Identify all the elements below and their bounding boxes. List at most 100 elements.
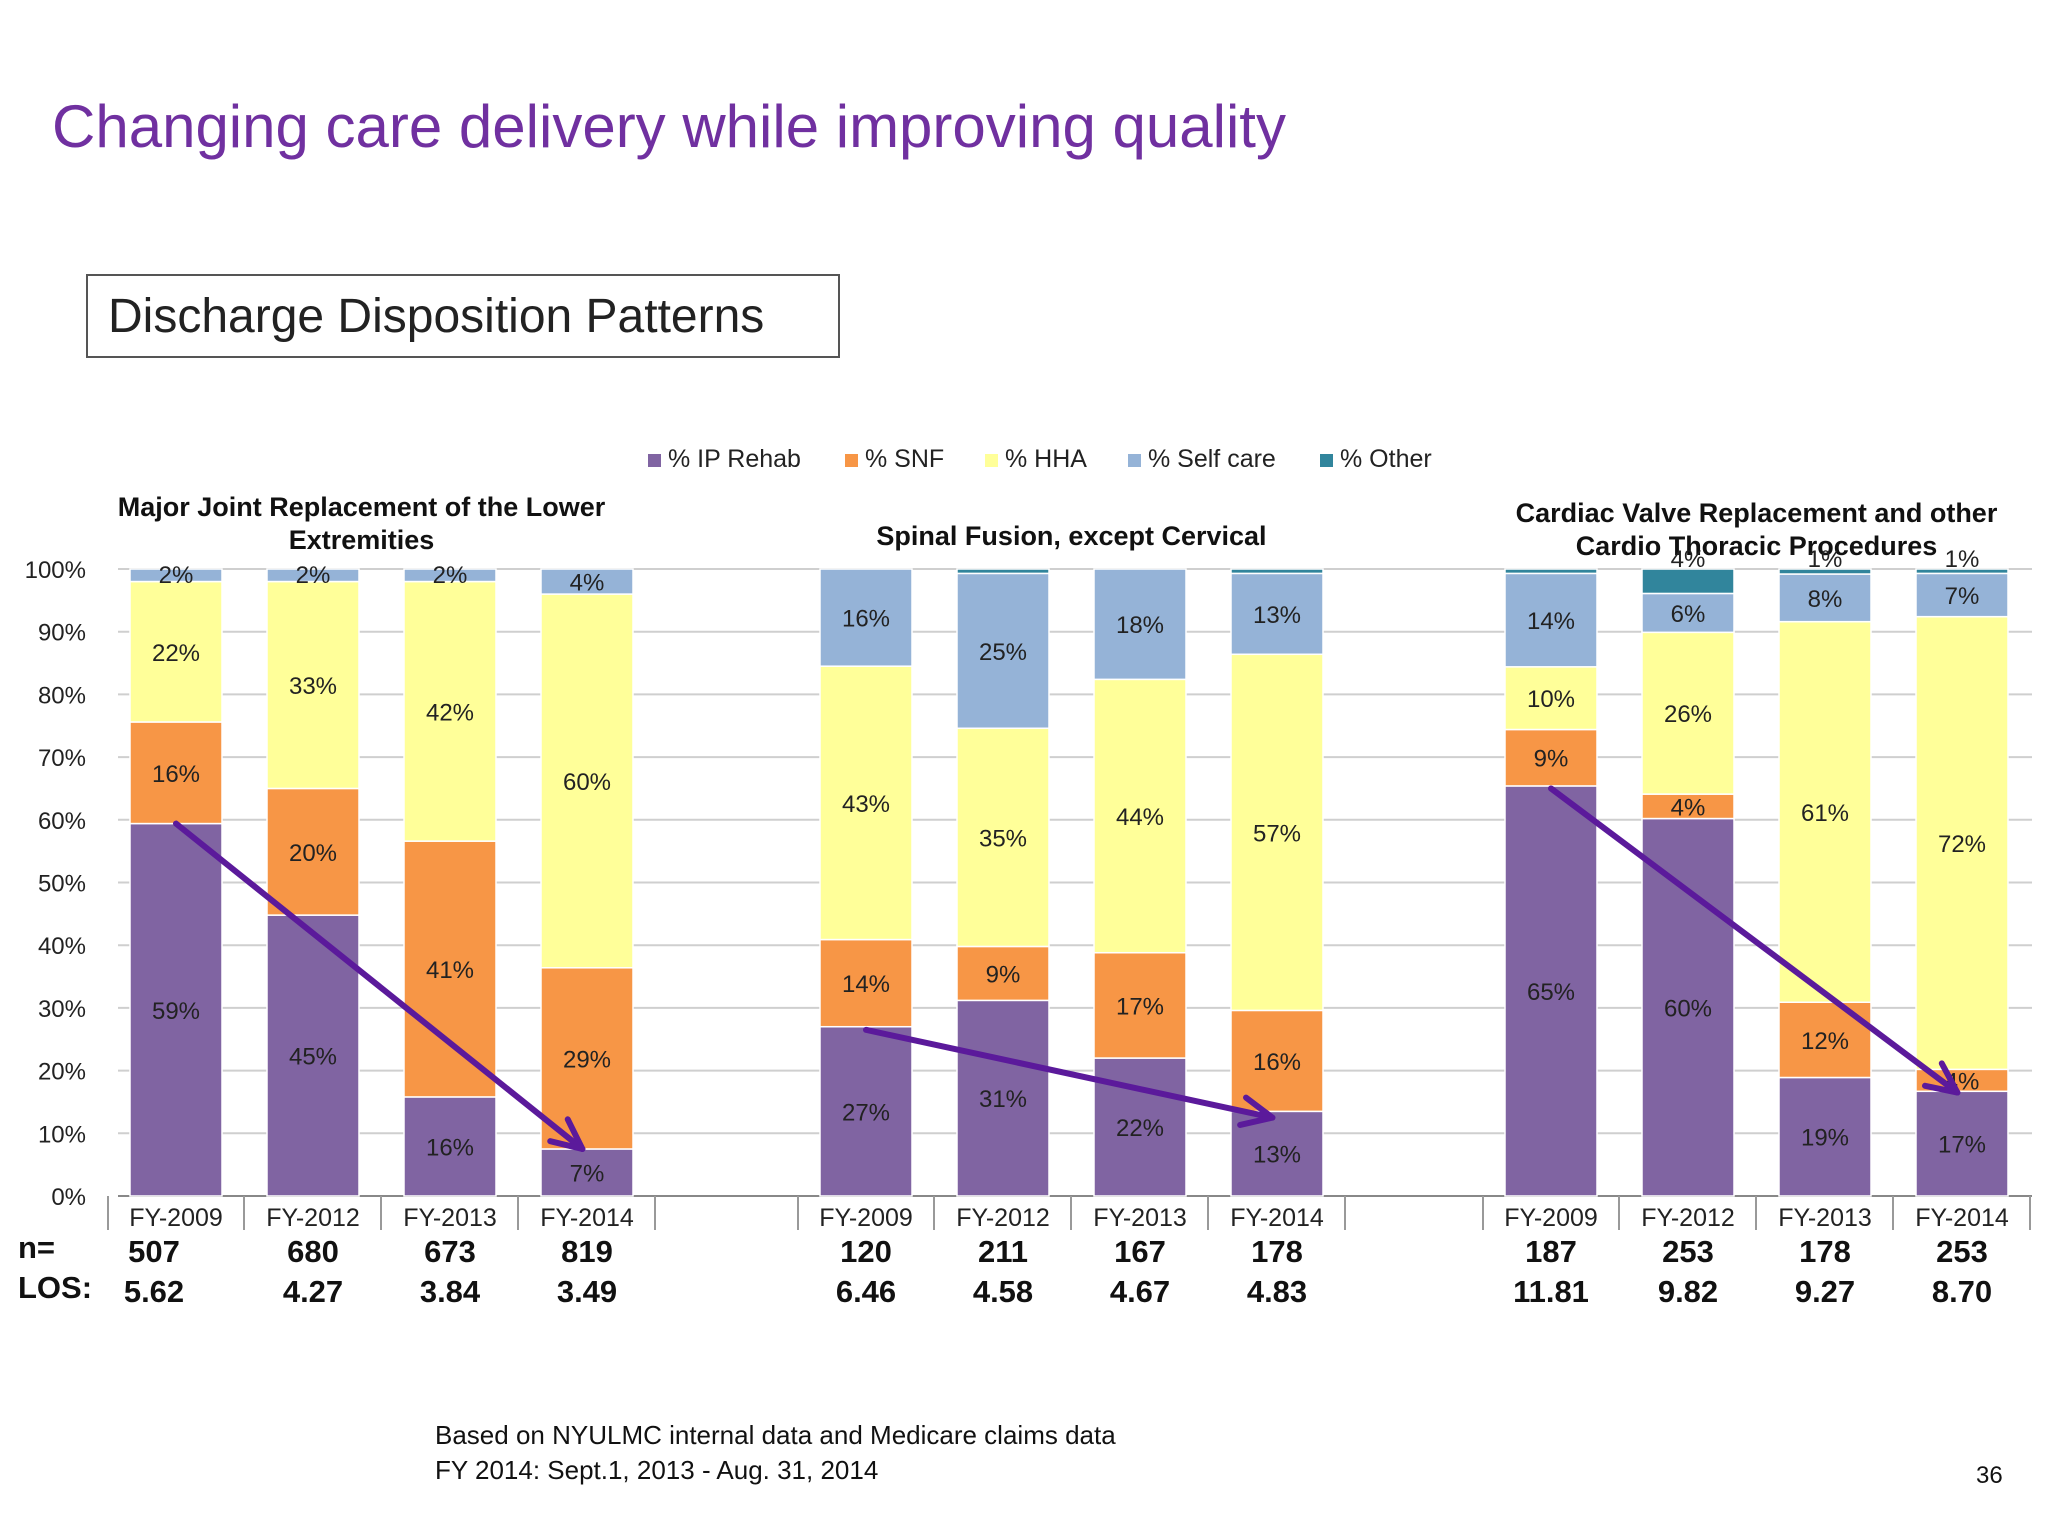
data-label: 14%	[1527, 608, 1575, 635]
data-label: 13%	[1253, 1142, 1301, 1169]
bar-segment	[956, 572, 1050, 730]
data-label: 4%	[570, 570, 605, 597]
n-value: 507	[128, 1234, 180, 1269]
data-label: 20%	[289, 840, 337, 867]
panel-title: Major Joint Replacement of the Lower	[118, 492, 606, 522]
bar-segment	[403, 568, 497, 583]
x-tick-label: FY-2013	[1778, 1204, 1872, 1232]
n-value: 178	[1799, 1234, 1851, 1269]
panel-title: Spinal Fusion, except Cervical	[876, 521, 1266, 551]
y-tick-label: 70%	[38, 745, 86, 772]
data-label: 42%	[426, 699, 474, 726]
data-label: 13%	[1253, 602, 1301, 629]
x-tick-label: FY-2014	[1915, 1204, 2009, 1232]
data-label: 2%	[433, 562, 468, 589]
data-label: 27%	[842, 1099, 890, 1126]
bar-segment	[266, 580, 360, 790]
bar-segment	[1641, 817, 1735, 1197]
los-value: 4.67	[1110, 1274, 1170, 1309]
bar-segment	[1230, 1009, 1324, 1113]
bar-segment	[1504, 568, 1598, 575]
x-tick-label: FY-2012	[956, 1204, 1050, 1232]
y-tick-label: 50%	[38, 871, 86, 898]
bar-segment	[819, 1025, 913, 1197]
data-label: 44%	[1116, 804, 1164, 831]
legend-label: % IP Rehab	[668, 445, 801, 473]
x-tick-label: FY-2012	[266, 1204, 360, 1232]
data-label: 4%	[1671, 794, 1706, 821]
data-label: 9%	[1534, 746, 1569, 773]
data-label: 16%	[842, 606, 890, 633]
bar-segment	[1641, 592, 1735, 634]
legend-swatch	[985, 454, 998, 467]
bar-segment	[956, 999, 1050, 1197]
legend-swatch	[648, 454, 661, 467]
x-tick-label: FY-2014	[540, 1204, 634, 1232]
los-value: 8.70	[1932, 1274, 1992, 1309]
bar-segment	[266, 914, 360, 1197]
bar-segment	[1504, 728, 1598, 787]
n-value: 253	[1936, 1234, 1988, 1269]
data-label: 7%	[570, 1160, 605, 1187]
x-tick-label: FY-2013	[1093, 1204, 1187, 1232]
bar-segment	[956, 945, 1050, 1002]
legend-label: % Other	[1340, 445, 1432, 473]
data-label: 16%	[426, 1134, 474, 1161]
y-tick-label: 90%	[38, 620, 86, 647]
trend-arrow-line	[173, 820, 586, 1152]
trend-arrow-line	[1548, 785, 1961, 1096]
n-value: 187	[1525, 1234, 1577, 1269]
bar-segment	[540, 1148, 634, 1197]
bar-segment	[1504, 785, 1598, 1197]
data-label: 45%	[289, 1044, 337, 1071]
data-label: 16%	[152, 761, 200, 788]
data-label: 43%	[842, 791, 890, 818]
legend-swatch	[845, 454, 858, 467]
n-value: 178	[1251, 1234, 1303, 1269]
los-value: 6.46	[836, 1274, 896, 1309]
n-value: 819	[561, 1234, 613, 1269]
data-label: 33%	[289, 673, 337, 700]
los-value: 4.58	[973, 1274, 1033, 1309]
data-label: 35%	[979, 825, 1027, 852]
data-label: 41%	[426, 957, 474, 984]
bar-segment	[1230, 568, 1324, 575]
chart-subtitle-box: Discharge Disposition Patterns	[86, 274, 840, 358]
x-tick-label: FY-2009	[1504, 1204, 1598, 1232]
footnote-period: FY 2014: Sept.1, 2013 - Aug. 31, 2014	[435, 1455, 879, 1485]
y-tick-label: 30%	[38, 996, 86, 1023]
bar-segment	[403, 1096, 497, 1197]
bar-segment	[1778, 1076, 1872, 1197]
data-label: 2%	[296, 562, 331, 589]
n-value: 680	[287, 1234, 339, 1269]
data-label: 17%	[1938, 1132, 1986, 1159]
data-label: 25%	[979, 639, 1027, 666]
bar-segment	[1504, 666, 1598, 731]
x-tick-label: FY-2009	[129, 1204, 223, 1232]
bar-segment	[129, 721, 223, 825]
page-number: 36	[1976, 1462, 2003, 1489]
y-tick-label: 0%	[51, 1184, 86, 1211]
bar-segment	[129, 568, 223, 583]
bar-segment	[1093, 951, 1187, 1059]
y-tick-label: 100%	[25, 557, 86, 584]
bar-segment	[1093, 568, 1187, 681]
data-label: 60%	[1664, 995, 1712, 1022]
bar-segment	[1915, 568, 2009, 575]
bar-segment	[956, 727, 1050, 948]
data-label: 61%	[1801, 800, 1849, 827]
bar-segment	[1504, 572, 1598, 668]
data-label: 1%	[1808, 546, 1843, 573]
data-label: 2%	[159, 562, 194, 589]
bar-segment	[1915, 1090, 2009, 1197]
x-tick-label: FY-2014	[1230, 1204, 1324, 1232]
data-label: 12%	[1801, 1028, 1849, 1055]
y-tick-label: 40%	[38, 933, 86, 960]
data-label: 65%	[1527, 979, 1575, 1006]
bar-segment	[1641, 568, 1735, 595]
bar-segment	[403, 840, 497, 1098]
legend-label: % Self care	[1148, 445, 1276, 473]
bar-segment	[819, 665, 913, 941]
los-value: 9.27	[1795, 1274, 1855, 1309]
